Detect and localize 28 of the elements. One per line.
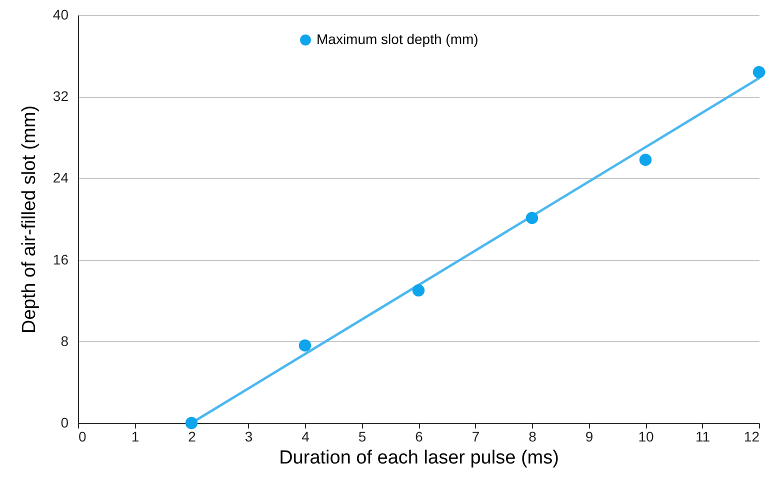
y-tick-label: 8 [60,332,69,349]
y-tick-label: 40 [52,6,69,22]
y-tick-label: 16 [52,251,69,268]
point [185,416,198,430]
legend-label: Maximum slot depth (mm) [316,31,478,47]
x-axis-title: Duration of each laser pulse (ms) [279,448,559,468]
x-tick-label: 5 [358,428,366,444]
x-tick-label: 7 [472,428,480,444]
x-tick-label: 2 [188,428,196,444]
point [752,66,766,78]
x-tick-label: 11 [695,428,710,444]
y-tick-label: 0 [60,414,69,430]
point [526,212,538,224]
x-tick-label: 1 [131,428,140,444]
x-tick-label: 12 [744,428,760,444]
point [412,284,425,297]
x-tick-label: 3 [244,428,253,444]
x-tick-label: 6 [415,428,424,444]
x-tick-label: 8 [528,428,537,444]
y-tick-label: 32 [52,88,69,104]
x-tick-label: 4 [302,428,310,444]
x-tick-label: 9 [585,428,594,444]
y-tick-label: 24 [52,170,69,186]
y-axis-title: Depth of air-filled slot (mm) [18,105,40,334]
x-tick-label: 0 [78,428,86,444]
x-tick-label: 10 [638,428,654,444]
point [298,339,312,352]
point [639,154,652,166]
